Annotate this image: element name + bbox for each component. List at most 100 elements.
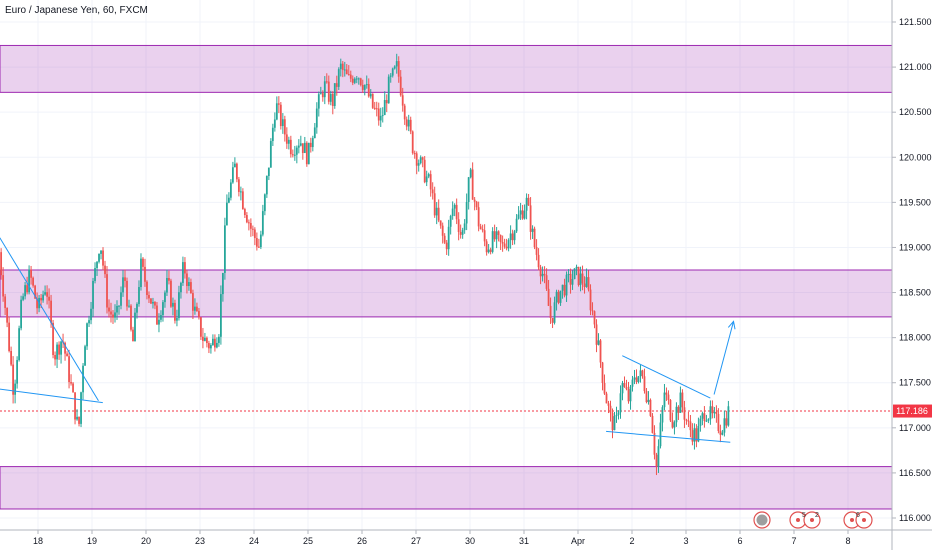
candle-body (387, 76, 390, 104)
candle-body (192, 293, 194, 311)
candle-body (643, 376, 646, 392)
grid-lines (0, 0, 892, 530)
wedge-lower-line[interactable] (606, 430, 731, 443)
candle-body (623, 383, 626, 387)
candle-body (112, 314, 114, 318)
time-axis[interactable]: 18 19 20 23 24 25 26 27 30 31 Apr 2 3 6 7 8 (33, 530, 851, 546)
candle-body (721, 432, 724, 435)
candle-body (26, 285, 28, 293)
support-zone[interactable] (0, 466, 893, 510)
candle-body (463, 223, 466, 231)
candle-body (178, 292, 180, 319)
x-tick-label: 3 (683, 536, 688, 546)
candle-body (597, 340, 600, 345)
candle-body (8, 322, 11, 352)
candle-body (4, 296, 7, 308)
candle-body (0, 252, 3, 276)
dividend-badge-group-1[interactable]: 5 2 (789, 511, 821, 529)
candle-body (86, 323, 88, 347)
candle-body (118, 305, 120, 307)
candle-body (541, 273, 544, 277)
candle-body (100, 250, 102, 254)
candle-body (345, 69, 348, 75)
candle-body (108, 307, 110, 312)
candle-body (621, 383, 624, 394)
candle-body (393, 66, 396, 69)
candle-body (349, 74, 352, 79)
candle-body (88, 320, 90, 324)
current-price-tag-bg (893, 404, 932, 418)
candle-body (377, 108, 380, 121)
candle-body (603, 382, 606, 394)
candle-body (148, 295, 150, 299)
candle-body (6, 307, 9, 323)
candle-body (527, 197, 530, 206)
candle-body (589, 289, 592, 311)
candle-body (371, 93, 374, 108)
candle-body (176, 318, 178, 321)
candle-body (194, 306, 196, 311)
trendlines-layer[interactable] (0, 237, 736, 443)
candle-body (423, 159, 426, 183)
x-tick-label: 6 (737, 536, 742, 546)
candle-body (170, 280, 172, 307)
candle-body (431, 189, 434, 194)
candle-body (355, 78, 358, 80)
chart-title: Euro / Japanese Yen, 60, FXCM (5, 5, 148, 16)
middle-zone[interactable] (0, 269, 893, 318)
candle-body (20, 299, 22, 329)
candle-body (555, 291, 558, 303)
candle-body (267, 167, 270, 176)
candle-body (70, 382, 72, 384)
candle-body (124, 277, 126, 281)
candle-body (40, 297, 42, 301)
candle-body (257, 246, 260, 248)
calendar-event-badge[interactable] (753, 511, 771, 529)
candle-body (465, 202, 468, 224)
candle-body (607, 403, 610, 406)
candle-body (68, 356, 70, 383)
candle-body (699, 418, 702, 426)
candle-body (130, 305, 132, 330)
candle-body (150, 298, 152, 304)
breakout-projection-arrow[interactable] (713, 321, 735, 395)
dividend-badge-group-2[interactable]: 6 (843, 511, 873, 529)
y-tick-label: 121.000 (899, 62, 932, 72)
lower-trendline-left[interactable] (0, 388, 103, 404)
price-axis[interactable]: 121.500 121.000 120.500 120.000 119.500 119.0… (892, 17, 932, 523)
candle-body (158, 319, 160, 325)
candle-body (261, 211, 264, 235)
candle-body (353, 78, 356, 83)
candle-body (146, 281, 148, 296)
y-tick-label: 119.500 (899, 197, 931, 207)
candle-body (313, 127, 316, 139)
candle-body (473, 199, 476, 202)
candle-body (727, 406, 730, 426)
candle-body (132, 329, 134, 342)
candle-body (591, 310, 594, 312)
event-badges[interactable]: 5 2 6 (753, 511, 873, 529)
candle-body (517, 214, 520, 219)
candle-body (443, 235, 446, 243)
candle-body (92, 280, 94, 309)
candle-body (595, 324, 598, 345)
candle-body (281, 119, 284, 127)
y-tick-label: 118.500 (899, 288, 931, 298)
candle-body (587, 277, 590, 290)
candle-body (162, 302, 164, 316)
wedge-upper-line[interactable] (622, 355, 711, 399)
candle-body (78, 416, 80, 424)
candle-body (223, 225, 226, 273)
candle-body (227, 197, 230, 203)
descending-trendline-left[interactable] (0, 237, 99, 402)
candle-body (693, 428, 696, 442)
candle-body (529, 205, 532, 232)
candle-body (637, 376, 640, 382)
resistance-zone[interactable] (0, 44, 893, 93)
candle-body (190, 282, 192, 294)
candle-body (399, 76, 402, 96)
candle-body (46, 292, 48, 297)
